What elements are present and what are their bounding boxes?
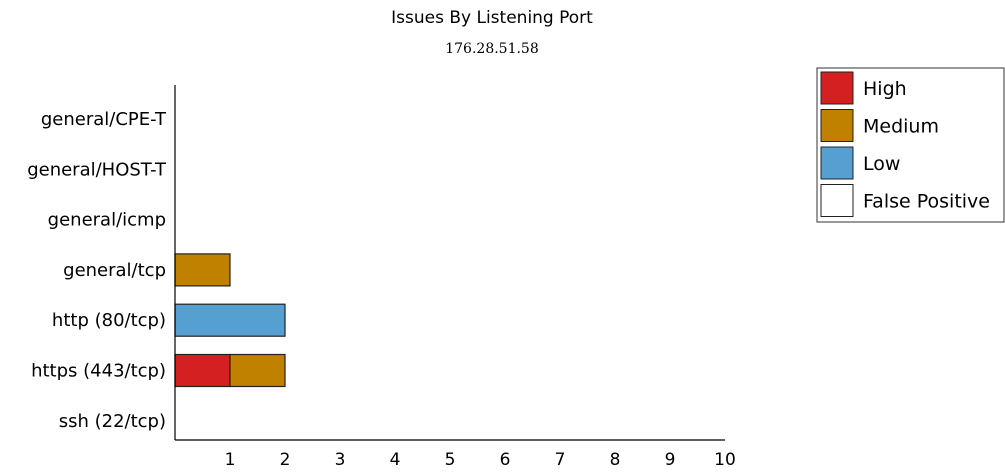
category-label: general/HOST-T xyxy=(27,159,167,180)
x-tick-labels: 1 2 3 4 5 6 7 8 9 10 xyxy=(225,450,736,470)
chart-subtitle: 176.28.51.58 xyxy=(445,41,539,57)
legend-label-high: High xyxy=(863,78,907,100)
x-tick-label: 3 xyxy=(335,450,346,470)
x-tick-label: 8 xyxy=(610,450,621,470)
bar-general-tcp-medium xyxy=(174,253,231,287)
bar-https-443-tcp-high xyxy=(174,353,231,388)
x-tick-label: 4 xyxy=(390,450,401,470)
bar-https-443-tcp-medium xyxy=(229,353,286,388)
legend-swatch-medium xyxy=(820,109,854,142)
category-label: general/tcp xyxy=(63,260,166,281)
bars-group xyxy=(174,253,286,388)
x-tick-label: 10 xyxy=(714,450,736,470)
x-tick-label: 1 xyxy=(225,450,236,470)
legend-swatch-low xyxy=(820,146,854,180)
category-label: ssh (22/tcp) xyxy=(59,411,166,432)
legend-swatch-false-positive xyxy=(820,184,854,217)
axes xyxy=(174,85,725,441)
legend-label-false-positive: False Positive xyxy=(863,191,990,213)
x-tick-label: 9 xyxy=(665,450,676,470)
chart-title: Issues By Listening Port xyxy=(391,8,593,28)
x-tick-label: 2 xyxy=(280,450,291,470)
legend: High Medium Low False Positive xyxy=(816,67,1005,223)
category-label: https (443/tcp) xyxy=(31,361,166,382)
category-labels: general/CPE-T general/HOST-T general/icmp g… xyxy=(27,109,167,432)
bar-http-80-tcp-low xyxy=(174,303,286,337)
category-label: general/icmp xyxy=(48,210,166,231)
category-label: general/CPE-T xyxy=(41,109,167,130)
legend-label-low: Low xyxy=(863,153,900,175)
category-label: http (80/tcp) xyxy=(52,310,166,331)
x-tick-label: 6 xyxy=(500,450,511,470)
x-tick-label: 5 xyxy=(445,450,456,470)
legend-swatch-high xyxy=(820,71,854,105)
x-tick-label: 7 xyxy=(555,450,566,470)
legend-label-medium: Medium xyxy=(863,116,939,138)
